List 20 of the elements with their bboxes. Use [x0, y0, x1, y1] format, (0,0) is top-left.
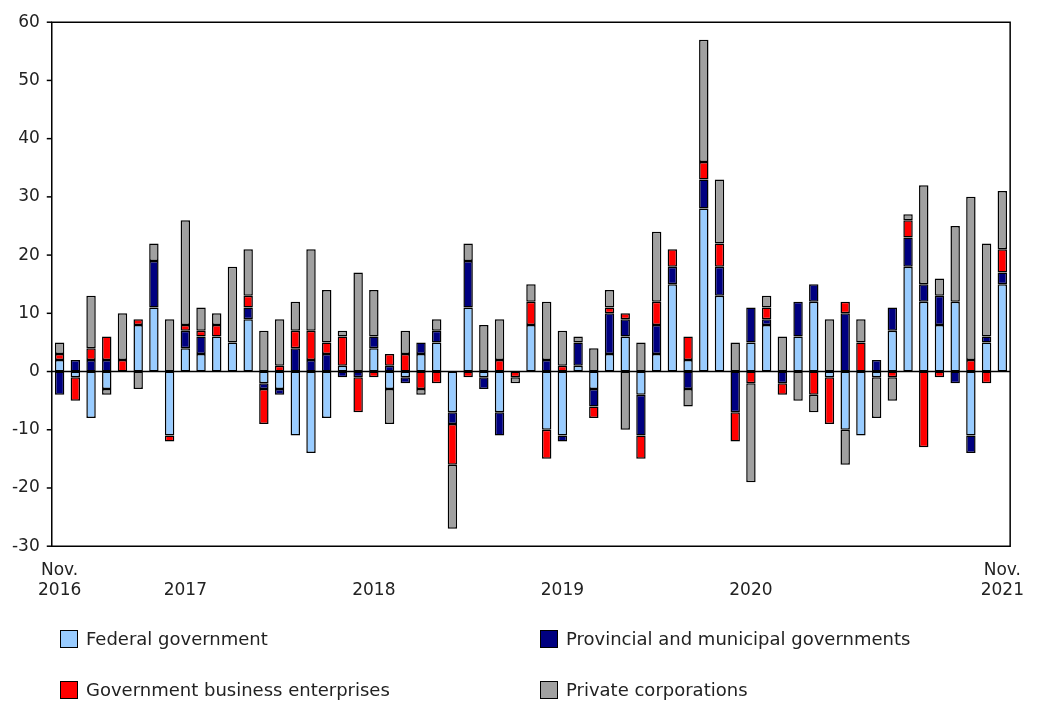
- legend-label: Federal government: [86, 628, 268, 649]
- legend-label: Government business enterprises: [86, 679, 390, 700]
- y-tick-label: -30: [11, 534, 40, 555]
- x-tick-label: 2017: [163, 579, 207, 600]
- x-tick-label: 2020: [729, 579, 773, 600]
- y-tick-label: 20: [18, 243, 40, 264]
- legend-label: Private corporations: [566, 679, 748, 700]
- x-tick-label: Nov. 2016: [37, 558, 82, 600]
- legend-label: Provincial and municipal governments: [566, 628, 911, 649]
- y-tick-label: 0: [28, 359, 40, 380]
- y-tick-label: 60: [18, 10, 40, 31]
- x-tick-label: 2018: [352, 579, 396, 600]
- y-tick-label: 50: [18, 68, 40, 89]
- x-tick-label: Nov. 2021: [980, 558, 1024, 600]
- y-tick-label: 10: [18, 301, 40, 322]
- y-tick-label: -20: [11, 476, 40, 497]
- y-tick-label: 30: [18, 185, 40, 206]
- x-tick-label: 2019: [540, 579, 585, 600]
- y-tick-label: -10: [11, 418, 40, 439]
- y-tick-label: 40: [18, 127, 40, 148]
